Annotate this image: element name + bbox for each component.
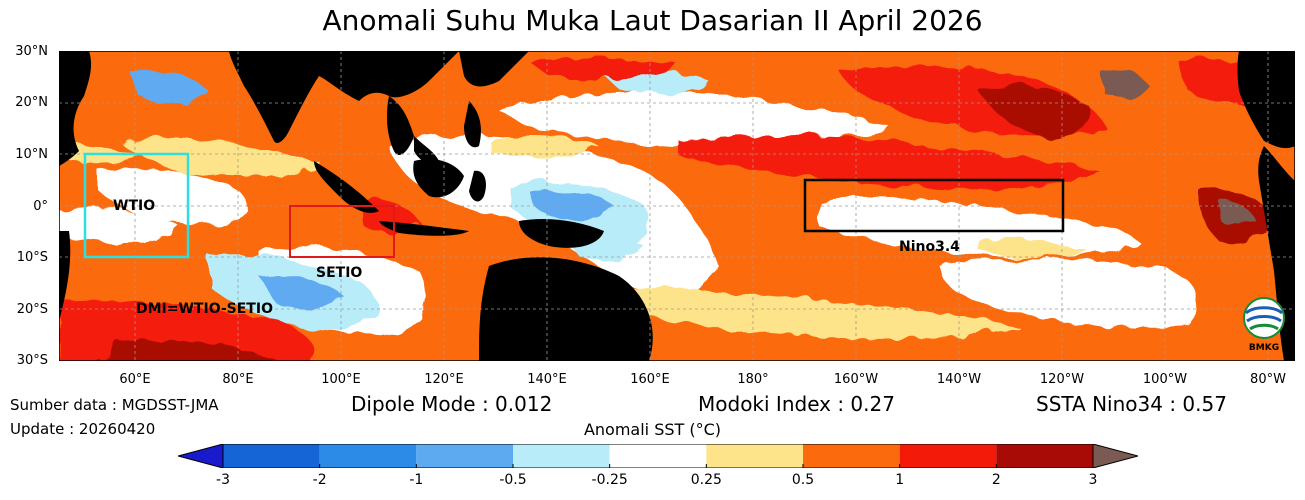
colorbar-segment [416, 444, 513, 468]
lat-label-30n: 30°N [15, 44, 48, 59]
lat-label-10s: 10°S [16, 250, 48, 265]
colorbar-tick-label: 0.25 [690, 472, 722, 488]
colorbar-segment [803, 444, 900, 468]
colorbar-tick-label: 1 [895, 472, 905, 488]
wtio-box [83, 152, 190, 259]
lon-label-120w: 120°W [1039, 372, 1085, 387]
colorbar-segment [899, 444, 997, 468]
colorbar-frame [222, 444, 1094, 468]
nino34-box [803, 178, 1065, 233]
bmkg-logo: BMKG [1243, 297, 1285, 353]
nino34-index: SSTA Nino34 : 0.57 [1036, 392, 1227, 416]
colorbar-extension-low [178, 444, 224, 468]
nino34-label: Nino3.4 [899, 239, 960, 255]
map-title: Anomali Suhu Muka Laut Dasarian II April… [322, 4, 983, 37]
colorbar-tick-label: 0.5 [791, 472, 815, 488]
colorbar-tick-label: -0.25 [591, 472, 628, 488]
modoki-index: Modoki Index : 0.27 [698, 392, 895, 416]
colorbar-segment [319, 444, 417, 468]
colorbar-tick-label: -1 [409, 472, 424, 488]
colorbar-tick-label: -2 [312, 472, 327, 488]
colorbar-tick-label: -3 [216, 472, 230, 488]
colorbar-tick-label: 3 [1088, 472, 1098, 488]
lon-label-160w: 160°W [833, 372, 879, 387]
wtio-label: WTIO [113, 198, 155, 214]
colorbar-tick-label: 2 [991, 472, 1001, 488]
sst-anomaly-map: WTIO SETIO Nino3.4 DMI=WTIO-SETIO BMKG [58, 50, 1296, 362]
anomaly-patches [59, 55, 1295, 361]
lon-label-100w: 100°W [1142, 372, 1188, 387]
sst-anomaly-map-svg: WTIO SETIO Nino3.4 DMI=WTIO-SETIO BMKG [58, 50, 1296, 362]
lat-label-0: 0° [33, 199, 48, 214]
lon-label-60e: 60°E [119, 372, 151, 387]
colorbar-tick-label: -0.5 [499, 472, 527, 488]
colorbar-extension-high [1092, 444, 1138, 468]
lon-label-180: 180° [737, 372, 769, 387]
lon-label-80e: 80°E [222, 372, 254, 387]
colorbar-segment [996, 444, 1093, 468]
setio-label: SETIO [316, 265, 362, 281]
colorbar-segment [706, 444, 803, 468]
lat-label-10n: 10°N [15, 147, 48, 162]
dmi-label: DMI=WTIO-SETIO [136, 301, 273, 317]
lat-label-20n: 20°N [15, 95, 48, 110]
lon-label-140w: 140°W [936, 372, 982, 387]
colorbar-title: Anomali SST (°C) [583, 420, 722, 439]
dipole-mode-index: Dipole Mode : 0.012 [351, 392, 553, 416]
colorbar-segment [609, 444, 707, 468]
lon-label-140e: 140°E [527, 372, 567, 387]
colorbar-segment [223, 444, 320, 468]
setio-box [289, 205, 395, 258]
lon-label-120e: 120°E [424, 372, 464, 387]
update-date-text: Update : 20260420 [10, 420, 156, 438]
lon-label-80w: 80°W [1250, 372, 1286, 387]
colorbar-segment [513, 444, 610, 468]
bmkg-logo-text: BMKG [1249, 343, 1279, 353]
lat-label-30s: 30°S [16, 353, 48, 368]
lat-label-20s: 20°S [16, 302, 48, 317]
lon-label-160e: 160°E [630, 372, 670, 387]
lon-label-100e: 100°E [321, 372, 361, 387]
data-source-text: Sumber data : MGDSST-JMA [10, 396, 219, 414]
colorbar [178, 444, 1138, 468]
gridlines [59, 51, 1295, 361]
